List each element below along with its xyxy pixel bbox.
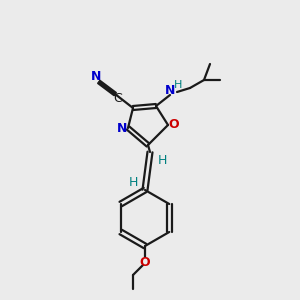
Text: H: H bbox=[157, 154, 167, 166]
Text: H: H bbox=[128, 176, 138, 188]
Text: H: H bbox=[174, 80, 182, 90]
Text: N: N bbox=[165, 85, 175, 98]
Text: O: O bbox=[169, 118, 179, 131]
Text: C: C bbox=[114, 92, 122, 104]
Text: O: O bbox=[140, 256, 150, 268]
Text: N: N bbox=[117, 122, 127, 134]
Text: N: N bbox=[91, 70, 101, 83]
